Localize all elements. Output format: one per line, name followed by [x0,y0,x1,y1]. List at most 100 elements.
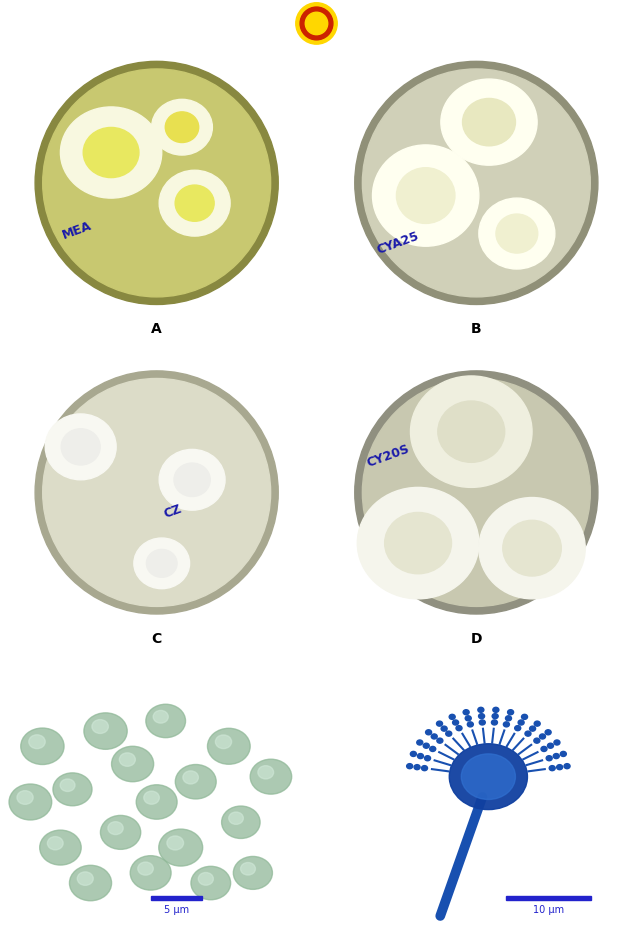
Circle shape [146,704,185,737]
Circle shape [70,865,111,900]
Circle shape [548,743,553,749]
Circle shape [417,740,423,745]
Circle shape [549,765,555,771]
Circle shape [425,730,432,734]
Circle shape [183,771,198,784]
Ellipse shape [83,128,139,177]
Circle shape [491,720,498,725]
Circle shape [130,855,171,890]
Ellipse shape [175,185,214,221]
Circle shape [449,744,527,809]
Circle shape [446,731,452,736]
Circle shape [515,726,521,731]
Ellipse shape [357,488,479,598]
Circle shape [553,753,560,759]
Circle shape [229,812,243,825]
Circle shape [546,756,552,761]
Circle shape [108,822,123,835]
Circle shape [362,69,591,297]
Circle shape [508,710,513,715]
Circle shape [159,829,203,866]
Text: CY20S: CY20S [365,443,411,470]
Circle shape [53,773,92,806]
Circle shape [191,867,230,900]
Circle shape [198,872,213,885]
Circle shape [422,765,427,771]
Circle shape [144,791,160,804]
Ellipse shape [479,497,586,598]
Circle shape [556,764,563,770]
Text: CZ: CZ [162,503,184,521]
Ellipse shape [479,198,555,269]
Circle shape [414,764,420,770]
Text: CYA25: CYA25 [375,230,421,257]
Circle shape [138,862,153,875]
Circle shape [437,721,442,726]
Circle shape [425,756,430,761]
Circle shape [503,722,510,727]
Circle shape [354,61,598,305]
Circle shape [431,734,437,739]
Circle shape [47,837,63,850]
Circle shape [441,726,447,731]
Bar [506,896,591,900]
Circle shape [554,740,560,745]
Circle shape [522,715,527,719]
Circle shape [493,707,499,712]
Circle shape [545,730,551,734]
Circle shape [479,714,485,719]
Text: A: A [151,323,162,336]
Ellipse shape [60,107,162,198]
Circle shape [465,716,471,720]
Circle shape [362,379,591,606]
Circle shape [430,747,436,751]
Circle shape [478,707,484,712]
Text: B: B [471,323,482,336]
Circle shape [539,734,546,739]
Circle shape [530,726,536,731]
Circle shape [234,856,272,889]
Circle shape [564,764,570,769]
Circle shape [222,806,260,839]
Circle shape [456,726,462,731]
Circle shape [305,12,328,35]
Ellipse shape [174,463,210,496]
Circle shape [136,785,177,819]
Circle shape [560,751,567,756]
Circle shape [42,379,271,606]
Circle shape [84,713,127,749]
Circle shape [492,714,498,719]
Circle shape [250,759,292,794]
Circle shape [153,710,168,723]
Ellipse shape [372,145,479,247]
Circle shape [175,764,216,799]
Circle shape [410,751,417,756]
Ellipse shape [165,112,199,143]
Circle shape [463,710,469,715]
Circle shape [77,871,93,885]
Text: MEA: MEA [60,219,94,242]
Text: 10 μm: 10 μm [533,904,564,915]
Circle shape [92,719,108,734]
Circle shape [208,728,250,764]
Circle shape [17,791,33,804]
Circle shape [449,715,455,719]
Ellipse shape [463,98,515,145]
Circle shape [120,753,135,766]
Circle shape [534,738,540,743]
Text: 5 μm: 5 μm [164,904,189,915]
Circle shape [423,743,429,749]
Circle shape [9,784,52,820]
Text: C: C [151,632,162,645]
Circle shape [35,61,279,305]
Circle shape [437,738,443,743]
Ellipse shape [61,429,100,465]
Circle shape [241,863,256,875]
Circle shape [28,734,45,749]
Ellipse shape [146,550,177,577]
Circle shape [60,779,75,792]
Ellipse shape [503,521,561,576]
Circle shape [101,815,141,849]
Circle shape [479,720,486,725]
Circle shape [534,721,540,726]
